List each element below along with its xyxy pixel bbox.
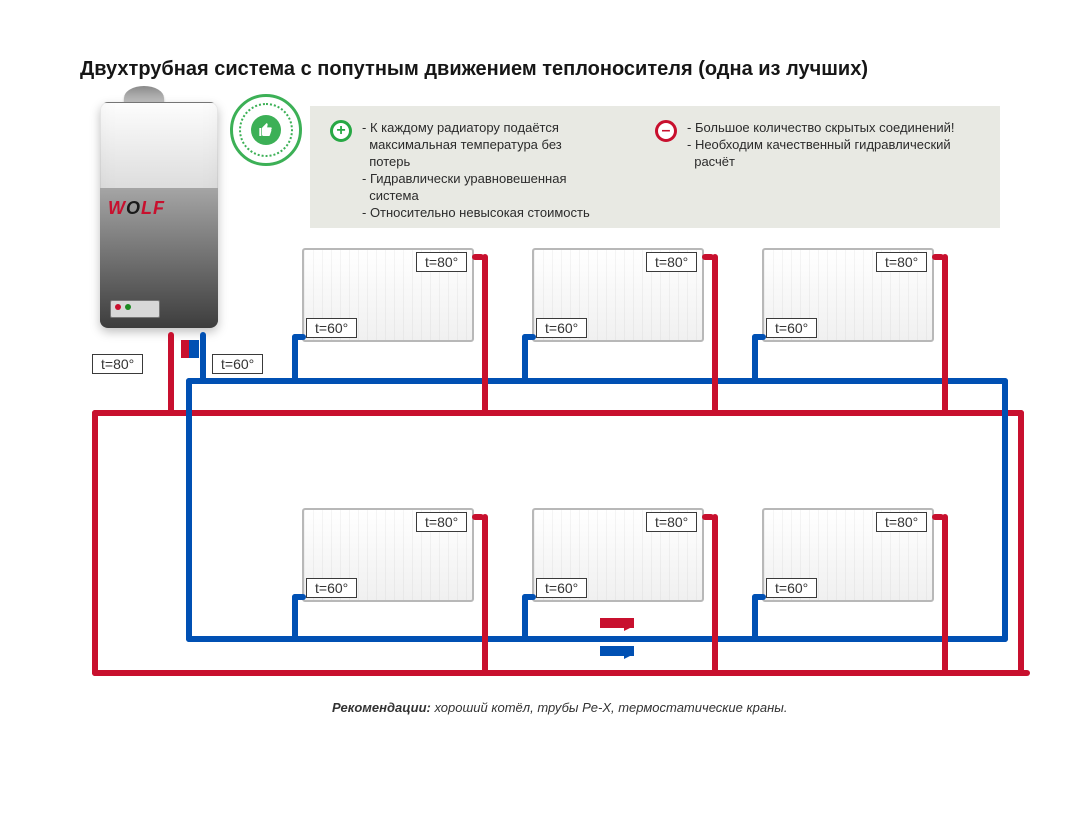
con-line: расчёт <box>687 154 955 169</box>
boiler-logo: WOLF <box>108 198 165 219</box>
recommended-stamp <box>230 94 302 166</box>
rad-return-drop <box>292 334 298 384</box>
return-main-bottom <box>186 636 1008 642</box>
rad-supply-stub <box>702 254 714 260</box>
rad-supply-stub <box>472 514 484 520</box>
thumbs-up-icon <box>251 115 281 145</box>
rad-return-stub <box>292 594 306 600</box>
rad-outlet-temp: t=60° <box>766 578 817 598</box>
pro-line: - Относительно невысокая стоимость <box>362 205 590 220</box>
cons-column: – - Большое количество скрытых соединени… <box>655 120 980 214</box>
rad-outlet-temp: t=60° <box>536 318 587 338</box>
pro-line: потерь <box>362 154 590 169</box>
rad-outlet-temp: t=60° <box>306 578 357 598</box>
con-line: - Необходим качественный гидравлический <box>687 137 955 152</box>
rad-return-drop <box>522 334 528 384</box>
supply-main-bottom <box>92 670 1030 676</box>
rad-return-stub <box>752 334 766 340</box>
rad-outlet-temp: t=60° <box>766 318 817 338</box>
boiler-supply-drop <box>168 332 174 416</box>
recommendation-label: Рекомендации: <box>332 700 431 715</box>
rad-return-drop <box>522 594 528 642</box>
boiler-out-temp: t=80° <box>92 354 143 374</box>
boiler-return-drop <box>200 332 206 384</box>
logo-lf: LF <box>141 198 165 218</box>
rad-inlet-stub <box>708 516 714 520</box>
rad-return-drop <box>752 594 758 642</box>
logo-w: W <box>108 198 126 218</box>
pro-line: - Гидравлически уравновешенная <box>362 171 590 186</box>
minus-icon: – <box>655 120 677 142</box>
radiator <box>532 248 704 342</box>
rad-supply-stub <box>932 514 944 520</box>
boiler-control-panel <box>110 300 160 318</box>
flow-arrow-return <box>189 340 199 358</box>
radiator <box>532 508 704 602</box>
rad-inlet-temp: t=80° <box>646 252 697 272</box>
rad-return-stub <box>752 594 766 600</box>
rad-outlet-temp: t=60° <box>306 318 357 338</box>
rad-return-stub <box>292 334 306 340</box>
page-title: Двухтрубная система с попутным движением… <box>80 58 868 81</box>
pro-line: - К каждому радиатору подаётся <box>362 120 590 135</box>
logo-o: O <box>126 198 141 218</box>
rad-supply-stub <box>472 254 484 260</box>
rad-outlet-temp: t=60° <box>536 578 587 598</box>
rad-supply-riser <box>482 514 488 676</box>
rad-supply-riser <box>712 254 718 416</box>
pros-cons-panel: + - К каждому радиатору подаётся максима… <box>310 106 1000 228</box>
supply-drop-right <box>1018 410 1024 676</box>
supply-drop-left <box>92 410 98 676</box>
rad-inlet-temp: t=80° <box>876 252 927 272</box>
rad-inlet-stub <box>708 256 714 260</box>
rad-inlet-temp: t=80° <box>876 512 927 532</box>
pros-list: - К каждому радиатору подаётся максималь… <box>362 120 590 222</box>
rad-supply-riser <box>482 254 488 416</box>
rad-inlet-temp: t=80° <box>416 252 467 272</box>
boiler-in-temp: t=60° <box>212 354 263 374</box>
boiler: WOLF <box>100 102 218 328</box>
return-main-top <box>186 378 1008 384</box>
rad-supply-riser <box>712 514 718 676</box>
recommendation-line: Рекомендации: хороший котёл, трубы Pe-X,… <box>332 700 787 715</box>
rad-inlet-stub <box>938 256 944 260</box>
flow-direction-arrow <box>600 646 634 656</box>
pros-column: + - К каждому радиатору подаётся максима… <box>330 120 655 214</box>
con-line: - Большое количество скрытых соединений! <box>687 120 955 135</box>
return-drop-right <box>1002 378 1008 642</box>
rad-supply-riser <box>942 514 948 676</box>
flow-arrow-supply <box>181 340 191 358</box>
pro-line: система <box>362 188 590 203</box>
radiator <box>762 508 934 602</box>
recommendation-text: хороший котёл, трубы Pe-X, термостатичес… <box>431 700 788 715</box>
rad-return-drop <box>752 334 758 384</box>
rad-inlet-stub <box>478 256 484 260</box>
rad-supply-stub <box>932 254 944 260</box>
rad-supply-stub <box>702 514 714 520</box>
radiator <box>302 248 474 342</box>
supply-main-top <box>92 410 1024 416</box>
rad-inlet-temp: t=80° <box>416 512 467 532</box>
flow-direction-arrow <box>600 618 634 628</box>
rad-inlet-temp: t=80° <box>646 512 697 532</box>
plus-icon: + <box>330 120 352 142</box>
rad-return-stub <box>522 334 536 340</box>
rad-inlet-stub <box>478 516 484 520</box>
rad-supply-riser <box>942 254 948 416</box>
rad-return-drop <box>292 594 298 642</box>
radiator <box>762 248 934 342</box>
pro-line: максимальная температура без <box>362 137 590 152</box>
return-rise-left <box>186 378 192 642</box>
rad-inlet-stub <box>938 516 944 520</box>
rad-return-stub <box>522 594 536 600</box>
radiator <box>302 508 474 602</box>
cons-list: - Большое количество скрытых соединений!… <box>687 120 955 171</box>
